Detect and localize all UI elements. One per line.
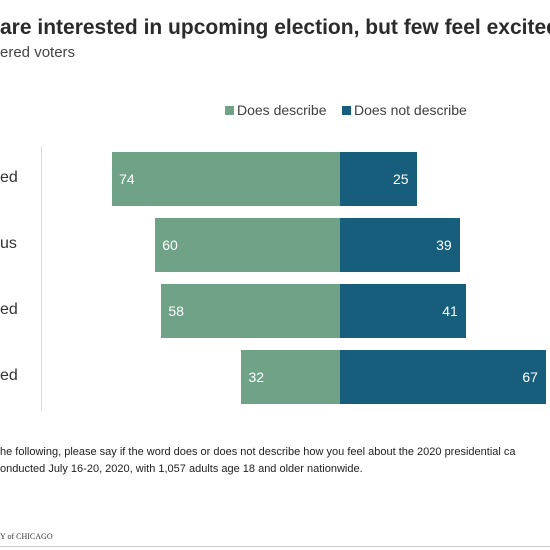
bar-value-does-describe: 60 [162, 237, 178, 253]
university-logo: Y of CHICAGO [0, 532, 53, 541]
bar-does-describe [161, 284, 340, 338]
bar-does-not-describe [340, 350, 547, 404]
legend-item-describe: Does describe [225, 101, 327, 119]
bar-value-does-describe: 32 [248, 369, 265, 385]
bar-value-does-describe: 74 [119, 171, 135, 187]
legend-label-describe: Does describe [237, 102, 327, 118]
bar-value-does-not-describe: 25 [393, 171, 409, 187]
question-note: he following, please say if the word doe… [0, 446, 516, 458]
row-label: ed [0, 301, 18, 318]
bar-value-does-not-describe: 41 [442, 303, 458, 319]
legend-item-not-describe: Does not describe [342, 101, 467, 119]
category-axis-line [41, 146, 42, 410]
bar-does-describe [112, 152, 340, 206]
chart-title: are interested in upcoming election, but… [0, 16, 550, 39]
bar-does-not-describe [340, 152, 417, 206]
bar-does-describe [155, 218, 340, 272]
bar-value-does-not-describe: 67 [522, 369, 538, 385]
row-label: ed [0, 367, 18, 384]
bottom-rule [0, 546, 550, 547]
method-note: onducted July 16-20, 2020, with 1,057 ad… [0, 463, 363, 475]
row-label: ed [0, 169, 18, 186]
legend-label-not-describe: Does not describe [354, 102, 467, 118]
bar-value-does-describe: 58 [168, 303, 184, 319]
chart-subtitle: ered voters [0, 44, 76, 61]
bar-does-describe [241, 350, 340, 404]
legend-swatch-not-describe [342, 105, 351, 115]
bar-does-not-describe [340, 284, 467, 338]
legend-swatch-describe [225, 105, 234, 115]
bar-does-not-describe [340, 218, 461, 272]
row-label: us [0, 235, 17, 252]
bar-value-does-not-describe: 39 [436, 237, 452, 253]
